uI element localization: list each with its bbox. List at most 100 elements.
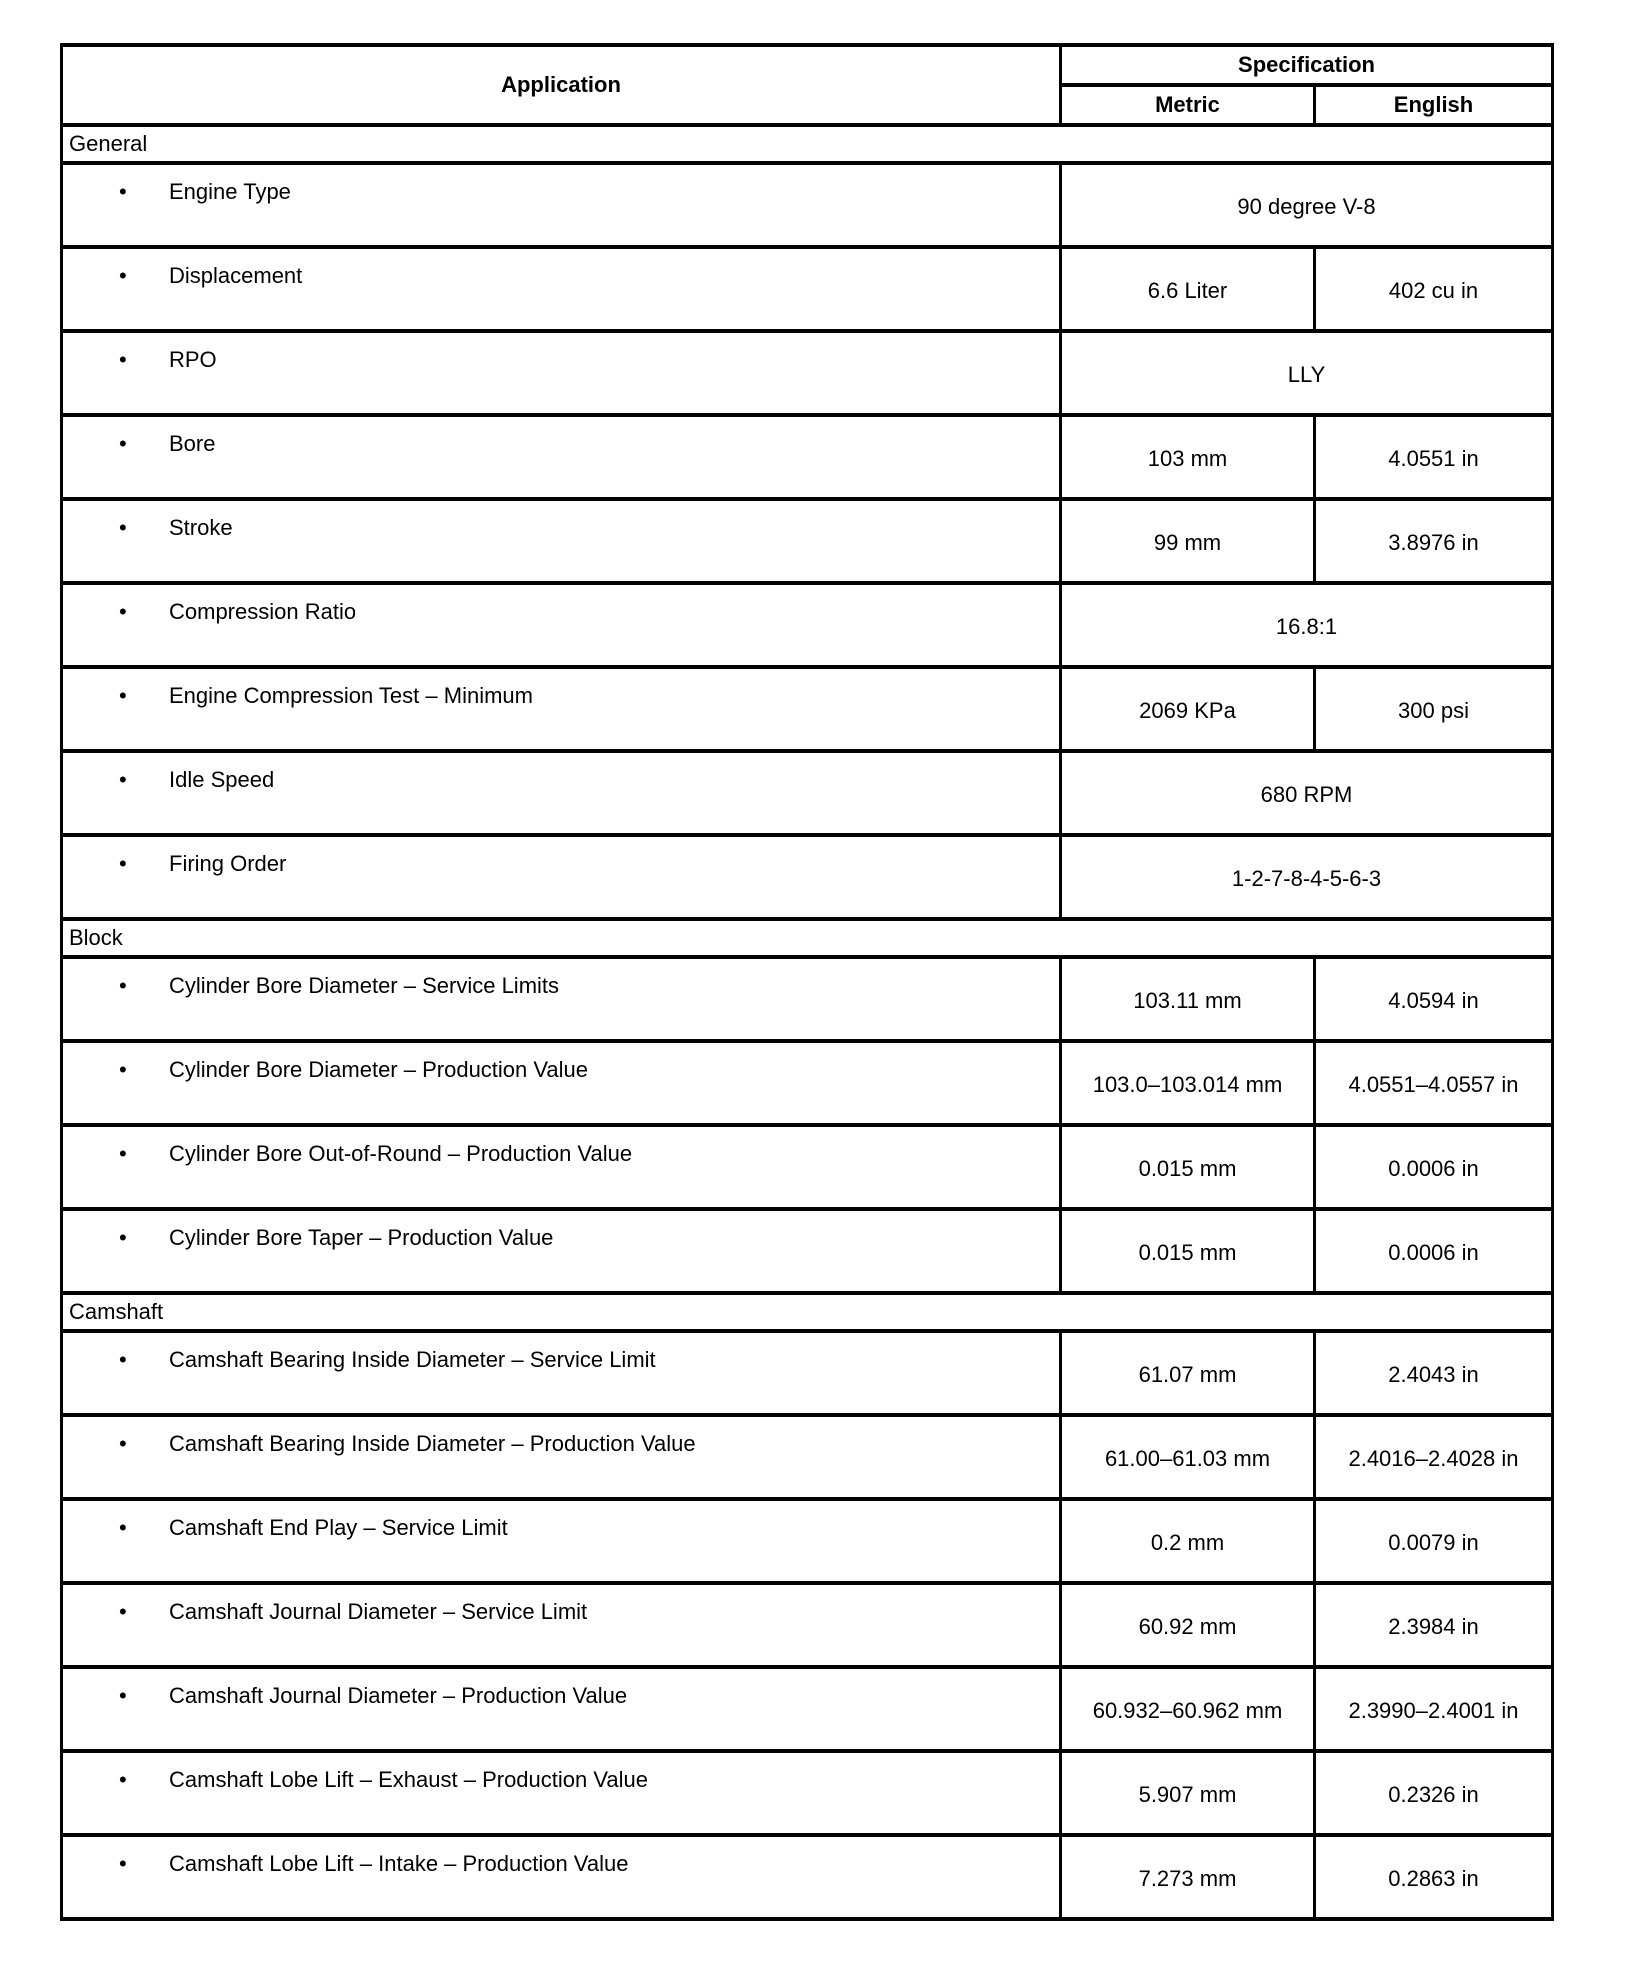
- metric-value: 61.07 mm: [1059, 1329, 1316, 1417]
- application-label: Engine Compression Test – Minimum: [169, 683, 533, 708]
- english-value: 402 cu in: [1312, 245, 1555, 333]
- specifications-table: Application Specification Metric English…: [59, 43, 1555, 1921]
- metric-value: 6.6 Liter: [1059, 245, 1316, 333]
- application-label: Bore: [169, 431, 216, 456]
- metric-value: 7.273 mm: [1059, 1833, 1316, 1921]
- metric-value: 2069 KPa: [1059, 665, 1316, 753]
- table-row: • Cylinder Bore Taper – Production Value 0…: [60, 1207, 1555, 1295]
- application-cell: • Cylinder Bore Diameter – Production Val…: [60, 1039, 1062, 1127]
- spec-value: 1-2-7-8-4-5-6-3: [1058, 833, 1555, 921]
- bullet-icon: •: [119, 1515, 127, 1540]
- metric-value: 103.11 mm: [1059, 955, 1316, 1043]
- metric-value: 99 mm: [1059, 497, 1316, 585]
- application-label: RPO: [169, 347, 217, 372]
- section-title: General: [59, 123, 1555, 165]
- application-label: Firing Order: [169, 851, 287, 876]
- application-cell: • Idle Speed: [60, 749, 1062, 837]
- table-row: • Camshaft Bearing Inside Diameter – Serv…: [60, 1329, 1555, 1417]
- table-row: • Camshaft Lobe Lift – Intake – Productio…: [60, 1833, 1555, 1921]
- bullet-icon: •: [119, 1431, 127, 1456]
- spec-value: 90 degree V-8: [1058, 161, 1555, 249]
- bullet-icon: •: [119, 973, 127, 998]
- bullet-icon: •: [119, 683, 127, 708]
- application-cell: • Camshaft Journal Diameter – Service Lim…: [60, 1581, 1062, 1669]
- application-cell: • Cylinder Bore Taper – Production Value: [60, 1207, 1062, 1295]
- metric-value: 60.92 mm: [1059, 1581, 1316, 1669]
- table-row: • Camshaft Lobe Lift – Exhaust – Producti…: [60, 1749, 1555, 1837]
- english-value: 0.2326 in: [1312, 1749, 1555, 1837]
- metric-value: 61.00–61.03 mm: [1059, 1413, 1316, 1501]
- metric-value: 103.0–103.014 mm: [1059, 1039, 1316, 1127]
- metric-value: 0.015 mm: [1059, 1123, 1316, 1211]
- metric-value: 103 mm: [1059, 413, 1316, 501]
- application-label: Cylinder Bore Taper – Production Value: [169, 1225, 554, 1250]
- table-row: • Displacement 6.6 Liter 402 cu in: [60, 245, 1555, 333]
- english-value: 300 psi: [1312, 665, 1555, 753]
- bullet-icon: •: [119, 515, 127, 540]
- application-label: Camshaft Lobe Lift – Exhaust – Productio…: [169, 1767, 648, 1792]
- application-cell: • Engine Compression Test – Minimum: [60, 665, 1062, 753]
- bullet-icon: •: [119, 263, 127, 288]
- bullet-icon: •: [119, 431, 127, 456]
- bullet-icon: •: [119, 1599, 127, 1624]
- table-row: • Firing Order 1-2-7-8-4-5-6-3: [60, 833, 1555, 921]
- bullet-icon: •: [119, 767, 127, 792]
- english-value: 4.0551 in: [1312, 413, 1555, 501]
- application-cell: • Cylinder Bore Out-of-Round – Production…: [60, 1123, 1062, 1211]
- english-value: 0.2863 in: [1312, 1833, 1555, 1921]
- application-label: Cylinder Bore Out-of-Round – Production …: [169, 1141, 633, 1166]
- table-row: • Camshaft Bearing Inside Diameter – Prod…: [60, 1413, 1555, 1501]
- english-value: 2.4016–2.4028 in: [1312, 1413, 1555, 1501]
- application-label: Engine Type: [169, 179, 291, 204]
- application-cell: • Stroke: [60, 497, 1062, 585]
- metric-value: 0.2 mm: [1059, 1497, 1316, 1585]
- application-label: Cylinder Bore Diameter – Service Limits: [169, 973, 560, 998]
- english-header: English: [1312, 83, 1555, 127]
- application-label: Camshaft Bearing Inside Diameter – Servi…: [169, 1347, 656, 1372]
- application-cell: • Camshaft Lobe Lift – Intake – Productio…: [60, 1833, 1062, 1921]
- application-cell: • Displacement: [60, 245, 1062, 333]
- table-row: • Engine Compression Test – Minimum 2069 K…: [60, 665, 1555, 753]
- table-row: • Bore 103 mm 4.0551 in: [60, 413, 1555, 501]
- bullet-icon: •: [119, 179, 127, 204]
- spec-value: 680 RPM: [1058, 749, 1555, 837]
- application-label: Compression Ratio: [169, 599, 357, 624]
- table-row: • Cylinder Bore Out-of-Round – Production…: [60, 1123, 1555, 1211]
- specification-header: Specification: [1058, 43, 1555, 87]
- application-label: Stroke: [169, 515, 233, 540]
- metric-header: Metric: [1059, 83, 1316, 127]
- table-row: • Camshaft End Play – Service Limit 0.2 mm…: [60, 1497, 1555, 1585]
- english-value: 0.0006 in: [1312, 1207, 1555, 1295]
- application-cell: • Bore: [60, 413, 1062, 501]
- table-row: • Camshaft Journal Diameter – Service Lim…: [60, 1581, 1555, 1669]
- application-cell: • Camshaft Bearing Inside Diameter – Serv…: [60, 1329, 1062, 1417]
- metric-value: 0.015 mm: [1059, 1207, 1316, 1295]
- bullet-icon: •: [119, 599, 127, 624]
- section-title: Camshaft: [59, 1291, 1555, 1333]
- application-label: Camshaft Lobe Lift – Intake – Production…: [169, 1851, 629, 1876]
- table-row: • Camshaft Journal Diameter – Production …: [60, 1665, 1555, 1753]
- english-value: 0.0006 in: [1312, 1123, 1555, 1211]
- table-row: • Cylinder Bore Diameter – Production Val…: [60, 1039, 1555, 1127]
- english-value: 2.4043 in: [1312, 1329, 1555, 1417]
- application-label: Camshaft Journal Diameter – Service Limi…: [169, 1599, 588, 1624]
- application-label: Cylinder Bore Diameter – Production Valu…: [169, 1057, 589, 1082]
- bullet-icon: •: [119, 1141, 127, 1166]
- english-value: 4.0594 in: [1312, 955, 1555, 1043]
- spec-value: LLY: [1058, 329, 1555, 417]
- metric-value: 60.932–60.962 mm: [1059, 1665, 1316, 1753]
- table-row: • Compression Ratio 16.8:1: [60, 581, 1555, 669]
- application-cell: • Compression Ratio: [60, 581, 1062, 669]
- application-cell: • RPO: [60, 329, 1062, 417]
- english-value: 4.0551–4.0557 in: [1312, 1039, 1555, 1127]
- bullet-icon: •: [119, 1683, 127, 1708]
- application-label: Camshaft Bearing Inside Diameter – Produ…: [169, 1431, 696, 1456]
- spec-value: 16.8:1: [1058, 581, 1555, 669]
- section-row: Block: [59, 917, 1555, 959]
- application-cell: • Camshaft Bearing Inside Diameter – Prod…: [60, 1413, 1062, 1501]
- english-value: 0.0079 in: [1312, 1497, 1555, 1585]
- application-label: Idle Speed: [169, 767, 275, 792]
- table-row: • Stroke 99 mm 3.8976 in: [60, 497, 1555, 585]
- bullet-icon: •: [119, 347, 127, 372]
- table-row: • Idle Speed 680 RPM: [60, 749, 1555, 837]
